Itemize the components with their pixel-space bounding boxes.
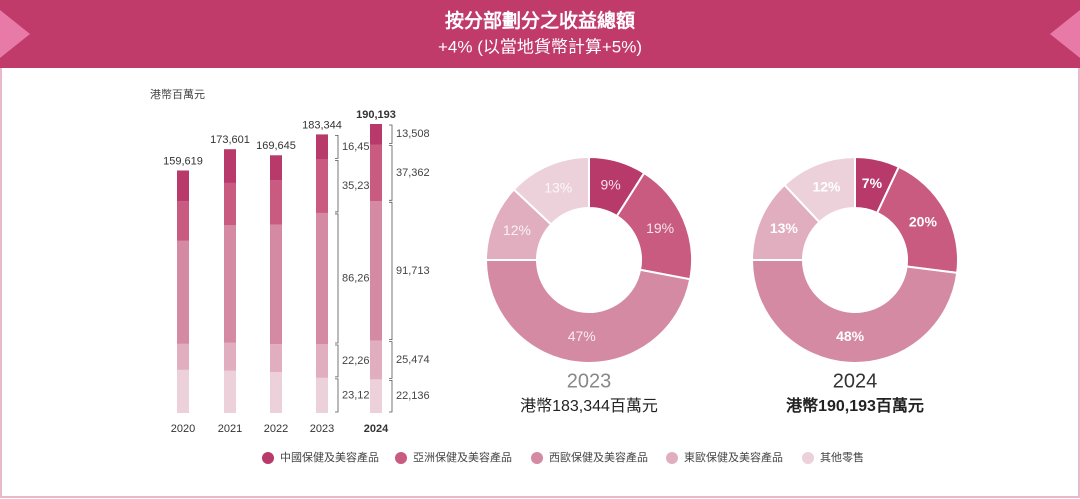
segment-label: 37,362: [396, 167, 430, 179]
bar-segment: [270, 344, 282, 373]
bar-segment: [370, 124, 382, 145]
legend-label: 東歐保健及美容產品: [684, 450, 783, 464]
bar-segment: [270, 372, 282, 413]
bracket: [335, 378, 339, 413]
bar-segment: [177, 369, 189, 413]
bar-segment: [270, 155, 282, 181]
segment-label: 25,474: [396, 354, 430, 366]
donut-slice: [750, 259, 959, 364]
legend-swatch: [666, 452, 678, 464]
pie-caption: 港幣183,344百萬元: [520, 397, 658, 415]
slice-label: 20%: [909, 213, 938, 229]
bracket: [389, 145, 393, 201]
bar-segment: [370, 340, 382, 380]
segment-label: 22,262: [342, 355, 376, 367]
x-tick-label: 2021: [218, 423, 242, 435]
total-label: 183,344: [302, 119, 342, 131]
bar-segment: [316, 212, 328, 345]
slice-label: 12%: [812, 179, 841, 195]
slice-label: 7%: [862, 175, 883, 191]
bar-segment: [370, 379, 382, 413]
bar-segment: [270, 180, 282, 225]
total-label: 190,193: [356, 109, 396, 121]
bracket: [335, 160, 339, 213]
subtitle: +4% (以當地貨幣計算+5%): [438, 37, 642, 56]
bar-segment: [177, 170, 189, 202]
bracket: [335, 344, 339, 378]
bracket: [335, 135, 339, 159]
segment-label: 86,267: [342, 272, 376, 284]
slice-label: 13%: [770, 220, 799, 236]
segment-label: 22,136: [396, 390, 430, 402]
segment-label: 35,235: [342, 180, 376, 192]
legend-label: 中國保健及美容產品: [280, 450, 379, 464]
slice-label: 19%: [646, 220, 674, 236]
slice-label: 12%: [503, 222, 531, 238]
total-label: 159,619: [163, 155, 203, 167]
legend-swatch: [802, 452, 814, 464]
bar-segment: [370, 144, 382, 202]
bar-segment: [316, 344, 328, 378]
bar-segment: [224, 182, 236, 226]
bar-segment: [177, 343, 189, 370]
total-label: 169,645: [256, 140, 296, 152]
bar-segment: [316, 159, 328, 213]
bracket: [389, 201, 393, 341]
segment-label: 23,127: [342, 389, 376, 401]
bar-segment: [224, 149, 236, 183]
x-tick-label: 2024: [364, 423, 389, 435]
x-tick-label: 2020: [171, 423, 195, 435]
legend-swatch: [262, 452, 274, 464]
donut-slice: [875, 165, 959, 275]
segment-label: 16,453: [342, 141, 376, 153]
header-band: [0, 0, 1080, 68]
donut-slice: [512, 155, 590, 226]
total-label: 173,601: [210, 134, 250, 146]
bar-segment: [316, 134, 328, 160]
pie-caption: 港幣190,193百萬元: [786, 396, 924, 415]
x-tick-label: 2023: [310, 423, 334, 435]
bracket: [335, 213, 339, 344]
legend-label: 西歐保健及美容產品: [549, 450, 648, 464]
bar-segment: [316, 377, 328, 413]
pie-year: 2024: [833, 370, 878, 392]
pie-year: 2023: [567, 370, 612, 392]
segment-label: 13,508: [396, 128, 430, 140]
legend-swatch: [395, 452, 407, 464]
header-arrow: [1050, 10, 1080, 58]
bar-segment: [224, 342, 236, 371]
bar-segment: [177, 240, 189, 344]
bar-segment: [270, 224, 282, 345]
bracket: [389, 124, 393, 144]
bar-segment: [224, 370, 236, 413]
bar-segment: [177, 201, 189, 241]
header-arrow: [0, 10, 30, 58]
slice-label: 13%: [544, 180, 572, 196]
slice-label: 48%: [836, 328, 865, 344]
legend-swatch: [531, 452, 543, 464]
unit-label: 港幣百萬元: [150, 88, 205, 101]
bar-segment: [224, 225, 236, 343]
legend-label: 亞洲保健及美容產品: [413, 450, 512, 464]
bracket: [389, 341, 393, 379]
donut-slice: [484, 259, 692, 364]
bracket: [389, 379, 393, 413]
x-tick-label: 2022: [264, 423, 288, 435]
legend-label: 其他零售: [820, 450, 864, 464]
donut-slice: [783, 155, 856, 224]
segment-label: 91,713: [396, 265, 430, 277]
slice-label: 9%: [601, 176, 621, 192]
bar-segment: [370, 201, 382, 341]
slice-label: 47%: [568, 328, 596, 344]
title: 按分部劃分之收益總額: [445, 9, 635, 32]
